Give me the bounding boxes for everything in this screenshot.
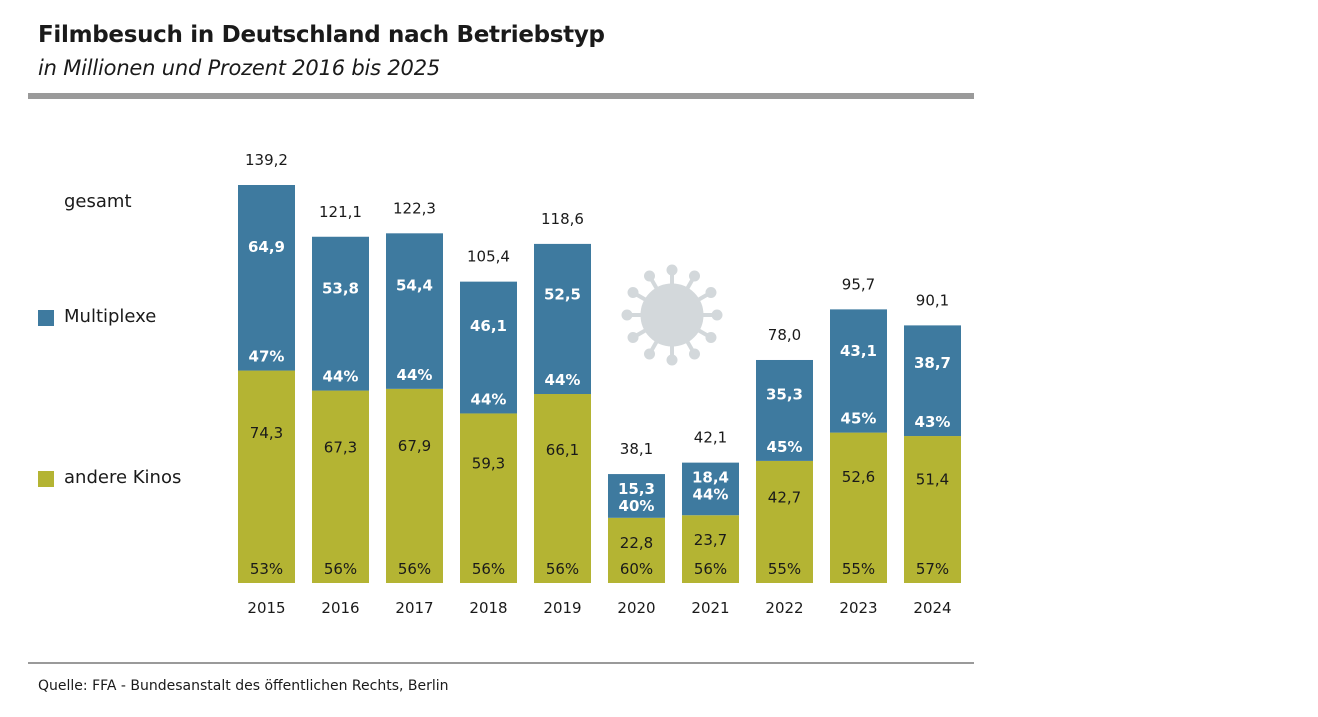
total-label-2016: 121,1 bbox=[319, 203, 362, 221]
legend-multiplex-swatch bbox=[38, 310, 54, 326]
total-label-2019: 118,6 bbox=[541, 210, 584, 228]
bar-other-2022 bbox=[756, 460, 813, 583]
multiplex-value-label-2023: 43,1 bbox=[840, 342, 877, 360]
x-tick-label-2018: 2018 bbox=[469, 599, 507, 617]
multiplex-percent-label-2020: 40% bbox=[619, 497, 655, 515]
bar-other-2023 bbox=[830, 432, 887, 583]
other-percent-label-2015: 53% bbox=[250, 560, 283, 578]
other-percent-label-2022: 55% bbox=[768, 560, 801, 578]
other-value-label-2016: 67,3 bbox=[324, 438, 357, 456]
multiplex-value-label-2019: 52,5 bbox=[544, 285, 581, 303]
x-tick-label-2016: 2016 bbox=[321, 599, 359, 617]
other-percent-label-2020: 60% bbox=[620, 560, 653, 578]
multiplex-value-label-2015: 64,9 bbox=[248, 238, 285, 256]
other-percent-label-2018: 56% bbox=[472, 560, 505, 578]
multiplex-percent-label-2018: 44% bbox=[471, 390, 507, 408]
multiplex-value-label-2021: 18,4 bbox=[692, 469, 729, 487]
bar-other-2019 bbox=[534, 394, 591, 583]
other-value-label-2024: 51,4 bbox=[916, 471, 949, 489]
bar-multiplex-2023 bbox=[830, 309, 887, 433]
total-label-2020: 38,1 bbox=[620, 440, 653, 458]
other-value-label-2023: 52,6 bbox=[842, 468, 875, 486]
multiplex-value-label-2016: 53,8 bbox=[322, 280, 359, 298]
multiplex-percent-label-2017: 44% bbox=[397, 366, 433, 384]
x-tick-label-2019: 2019 bbox=[543, 599, 581, 617]
other-percent-label-2019: 56% bbox=[546, 560, 579, 578]
multiplex-percent-label-2022: 45% bbox=[767, 438, 803, 456]
other-value-label-2017: 67,9 bbox=[398, 437, 431, 455]
multiplex-value-label-2017: 54,4 bbox=[396, 277, 433, 295]
total-label-2015: 139,2 bbox=[245, 151, 288, 169]
legend-multiplex-label: Multiplexe bbox=[64, 306, 157, 327]
multiplex-percent-label-2024: 43% bbox=[915, 413, 951, 431]
total-label-2018: 105,4 bbox=[467, 248, 510, 266]
other-value-label-2019: 66,1 bbox=[546, 441, 579, 459]
x-tick-label-2023: 2023 bbox=[839, 599, 877, 617]
other-value-label-2022: 42,7 bbox=[768, 488, 801, 506]
legend-other-swatch bbox=[38, 471, 54, 487]
x-tick-label-2020: 2020 bbox=[617, 599, 655, 617]
chart-title: Filmbesuch in Deutschland nach Betriebst… bbox=[38, 22, 605, 48]
other-percent-label-2016: 56% bbox=[324, 560, 357, 578]
bar-multiplex-2020 bbox=[608, 474, 665, 518]
multiplex-value-label-2020: 15,3 bbox=[618, 480, 655, 498]
multiplex-value-label-2024: 38,7 bbox=[914, 354, 951, 372]
x-tick-label-2015: 2015 bbox=[247, 599, 285, 617]
legend-total-label: gesamt bbox=[64, 191, 132, 212]
other-value-label-2018: 59,3 bbox=[472, 455, 505, 473]
bar-multiplex-2019 bbox=[534, 243, 591, 395]
multiplex-value-label-2022: 35,3 bbox=[766, 385, 803, 403]
multiplex-value-label-2018: 46,1 bbox=[470, 317, 507, 335]
top-rule bbox=[28, 93, 974, 99]
other-percent-label-2021: 56% bbox=[694, 560, 727, 578]
bar-multiplex-2015 bbox=[238, 185, 295, 371]
other-value-label-2020: 22,8 bbox=[620, 534, 653, 552]
bar-other-2024 bbox=[904, 436, 961, 583]
bottom-rule bbox=[28, 662, 974, 664]
other-percent-label-2017: 56% bbox=[398, 560, 431, 578]
bar-other-2016 bbox=[312, 390, 369, 583]
multiplex-percent-label-2019: 44% bbox=[545, 371, 581, 389]
total-label-2022: 78,0 bbox=[768, 326, 801, 344]
multiplex-percent-label-2023: 45% bbox=[841, 410, 877, 428]
total-label-2023: 95,7 bbox=[842, 275, 875, 293]
other-value-label-2021: 23,7 bbox=[694, 531, 727, 549]
x-tick-label-2017: 2017 bbox=[395, 599, 433, 617]
total-label-2017: 122,3 bbox=[393, 199, 436, 217]
bar-multiplex-2018 bbox=[460, 281, 517, 414]
multiplex-percent-label-2016: 44% bbox=[323, 368, 359, 386]
bar-multiplex-2016 bbox=[312, 236, 369, 391]
bar-other-2017 bbox=[386, 388, 443, 583]
bar-other-2015 bbox=[238, 370, 295, 583]
total-label-2021: 42,1 bbox=[694, 429, 727, 447]
multiplex-percent-label-2021: 44% bbox=[693, 486, 729, 504]
bar-other-2020 bbox=[608, 517, 665, 583]
bar-multiplex-2021 bbox=[682, 462, 739, 516]
bar-other-2021 bbox=[682, 515, 739, 583]
total-label-2024: 90,1 bbox=[916, 291, 949, 309]
x-tick-label-2021: 2021 bbox=[691, 599, 729, 617]
source-note: Quelle: FFA - Bundesanstalt des öffentli… bbox=[38, 678, 449, 694]
legend-other-label: andere Kinos bbox=[64, 467, 182, 488]
bar-multiplex-2024 bbox=[904, 325, 961, 437]
bar-other-2018 bbox=[460, 413, 517, 583]
bar-multiplex-2017 bbox=[386, 233, 443, 389]
x-tick-label-2024: 2024 bbox=[913, 599, 951, 617]
virus-icon bbox=[621, 264, 723, 366]
x-tick-label-2022: 2022 bbox=[765, 599, 803, 617]
other-value-label-2015: 74,3 bbox=[250, 424, 283, 442]
other-percent-label-2023: 55% bbox=[842, 560, 875, 578]
multiplex-percent-label-2015: 47% bbox=[249, 348, 285, 366]
bar-multiplex-2022 bbox=[756, 359, 813, 461]
other-percent-label-2024: 57% bbox=[916, 560, 949, 578]
chart-subtitle: in Millionen und Prozent 2016 bis 2025 bbox=[38, 56, 441, 80]
